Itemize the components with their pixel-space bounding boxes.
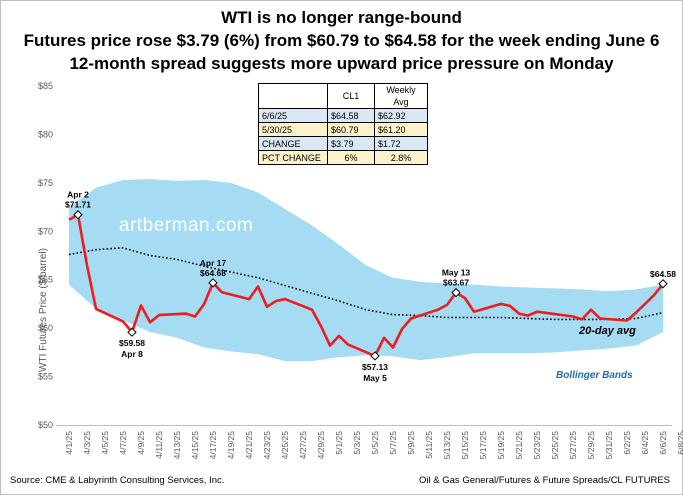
- weekly-avg-value: 2.8%: [374, 150, 428, 165]
- x-tick-label: 5/7/25: [388, 431, 398, 455]
- table-header: CL1: [327, 83, 375, 109]
- table-row: PCT CHANGE 6% 2.8%: [258, 150, 428, 165]
- x-tick-label: 4/17/25: [208, 431, 218, 460]
- watermark: artberman.com: [119, 215, 253, 236]
- weekly-avg-value: $61.20: [374, 122, 428, 137]
- x-tick-label: 4/5/25: [100, 431, 110, 455]
- cl1-value: $3.79: [327, 136, 375, 151]
- x-tick-label: 5/3/25: [352, 431, 362, 455]
- cl1-value: 6%: [327, 150, 375, 165]
- row-label: 6/6/25: [258, 108, 328, 123]
- x-tick-label: 5/9/25: [406, 431, 416, 455]
- x-tick-label: 5/15/25: [460, 431, 470, 460]
- annotation-value: $59.58: [119, 338, 145, 348]
- y-axis-label: WTI Futures Price ($/barrel): [38, 248, 49, 372]
- cl1-value: $64.58: [327, 108, 375, 123]
- x-tick-label: 6/4/25: [640, 431, 650, 455]
- row-label: 5/30/25: [258, 122, 328, 137]
- annotation-date: May 5: [363, 373, 387, 383]
- annotation-value: $57.13: [362, 362, 388, 372]
- x-tick-label: 5/21/25: [514, 431, 524, 460]
- x-tick-label: 4/29/25: [316, 431, 326, 460]
- source-note: Source: CME & Labyrinth Consulting Servi…: [10, 475, 225, 486]
- y-tick-label: $50: [38, 420, 53, 430]
- annotation-date: Apr 2: [67, 190, 89, 200]
- table-row: 6/6/25 $64.58 $62.92: [258, 108, 428, 123]
- avg-series-line: [68, 246, 664, 321]
- x-tick-label: 4/27/25: [298, 431, 308, 460]
- table-header-row: CL1 Weekly Avg: [258, 83, 428, 109]
- annotation-marker: [658, 279, 668, 289]
- x-tick-label: 5/31/25: [604, 431, 614, 460]
- price-series-line: [68, 213, 665, 358]
- annotation-date: Apr 17: [200, 258, 227, 268]
- table-header: Weekly Avg: [374, 83, 428, 109]
- y-tick-label: $80: [38, 129, 53, 139]
- annotation-date: May 13: [442, 268, 471, 278]
- table-row: CHANGE $3.79 $1.72: [258, 136, 428, 151]
- x-tick-label: 6/2/25: [622, 431, 632, 455]
- y-tick-label: $85: [38, 81, 53, 91]
- x-tick-label: 6/8/25: [676, 431, 683, 455]
- annotation-date: Apr 8: [121, 349, 143, 359]
- annotation-marker: [73, 210, 83, 220]
- x-tick-label: 4/3/25: [82, 431, 92, 455]
- x-tick-label: 4/11/25: [154, 431, 164, 459]
- x-tick-label: 4/15/25: [190, 431, 200, 460]
- annotation-marker: [127, 327, 137, 337]
- x-tick-label: 4/21/25: [244, 431, 254, 460]
- x-tick-label: 5/5/25: [370, 431, 380, 455]
- chart-subtitle-2: 12-month spread suggests more upward pri…: [69, 54, 614, 73]
- x-tick-label: 4/7/25: [118, 431, 128, 455]
- file-path-note: Oil & Gas General/Futures & Future Sprea…: [419, 475, 670, 486]
- x-tick-label: 5/25/25: [550, 431, 560, 460]
- y-tick-label: $75: [38, 178, 53, 188]
- x-tick-label: 5/11/25: [424, 431, 434, 459]
- table-row: 5/30/25 $60.79 $61.20: [258, 122, 428, 137]
- x-tick-label: 5/13/25: [442, 431, 452, 460]
- annotation-value: $64.58: [650, 269, 676, 279]
- annotation-marker: [451, 287, 461, 298]
- annotation-marker: [208, 278, 218, 288]
- chart-title: WTI is no longer range-bound: [221, 8, 462, 27]
- row-label: CHANGE: [258, 136, 328, 151]
- x-tick-label: 4/25/25: [280, 431, 290, 460]
- annotation-marker: [370, 351, 380, 361]
- x-tick-label: 5/23/25: [532, 431, 542, 460]
- x-tick-label: 4/23/25: [262, 431, 272, 460]
- price-summary-table: CL1 Weekly Avg 6/6/25 $64.58 $62.92 5/30…: [258, 83, 428, 165]
- chart-subtitle-1: Futures price rose $3.79 (6%) from $60.7…: [23, 31, 660, 50]
- x-tick-label: 4/19/25: [226, 431, 236, 460]
- table-header: [258, 83, 328, 109]
- x-tick-label: 5/17/25: [478, 431, 488, 460]
- bollinger-band-area: [69, 179, 663, 362]
- annotation-value: $64.68: [200, 268, 226, 278]
- y-tick-label: $70: [38, 226, 53, 236]
- row-label: PCT CHANGE: [258, 150, 328, 165]
- bollinger-bands-label: Bollinger Bands: [556, 370, 633, 381]
- x-tick-label: 5/19/25: [496, 431, 506, 460]
- annotation-value: $63.67: [443, 278, 469, 288]
- y-tick-label: $60: [38, 323, 53, 333]
- x-tick-label: 5/1/25: [334, 431, 344, 455]
- y-tick-label: $65: [38, 275, 53, 285]
- x-tick-label: 4/1/25: [64, 431, 74, 455]
- weekly-avg-value: $62.92: [374, 108, 428, 123]
- cl1-value: $60.79: [327, 122, 375, 137]
- x-tick-label: 5/27/25: [568, 431, 578, 460]
- x-tick-label: 4/9/25: [136, 431, 146, 455]
- y-tick-label: $55: [38, 372, 53, 382]
- weekly-avg-value: $1.72: [374, 136, 428, 151]
- x-tick-label: 5/29/25: [586, 431, 596, 460]
- x-tick-label: 6/6/25: [658, 431, 668, 455]
- x-tick-label: 4/13/25: [172, 431, 182, 460]
- annotation-value: $71.71: [65, 200, 91, 210]
- avg-series-label: 20-day avg: [578, 325, 636, 337]
